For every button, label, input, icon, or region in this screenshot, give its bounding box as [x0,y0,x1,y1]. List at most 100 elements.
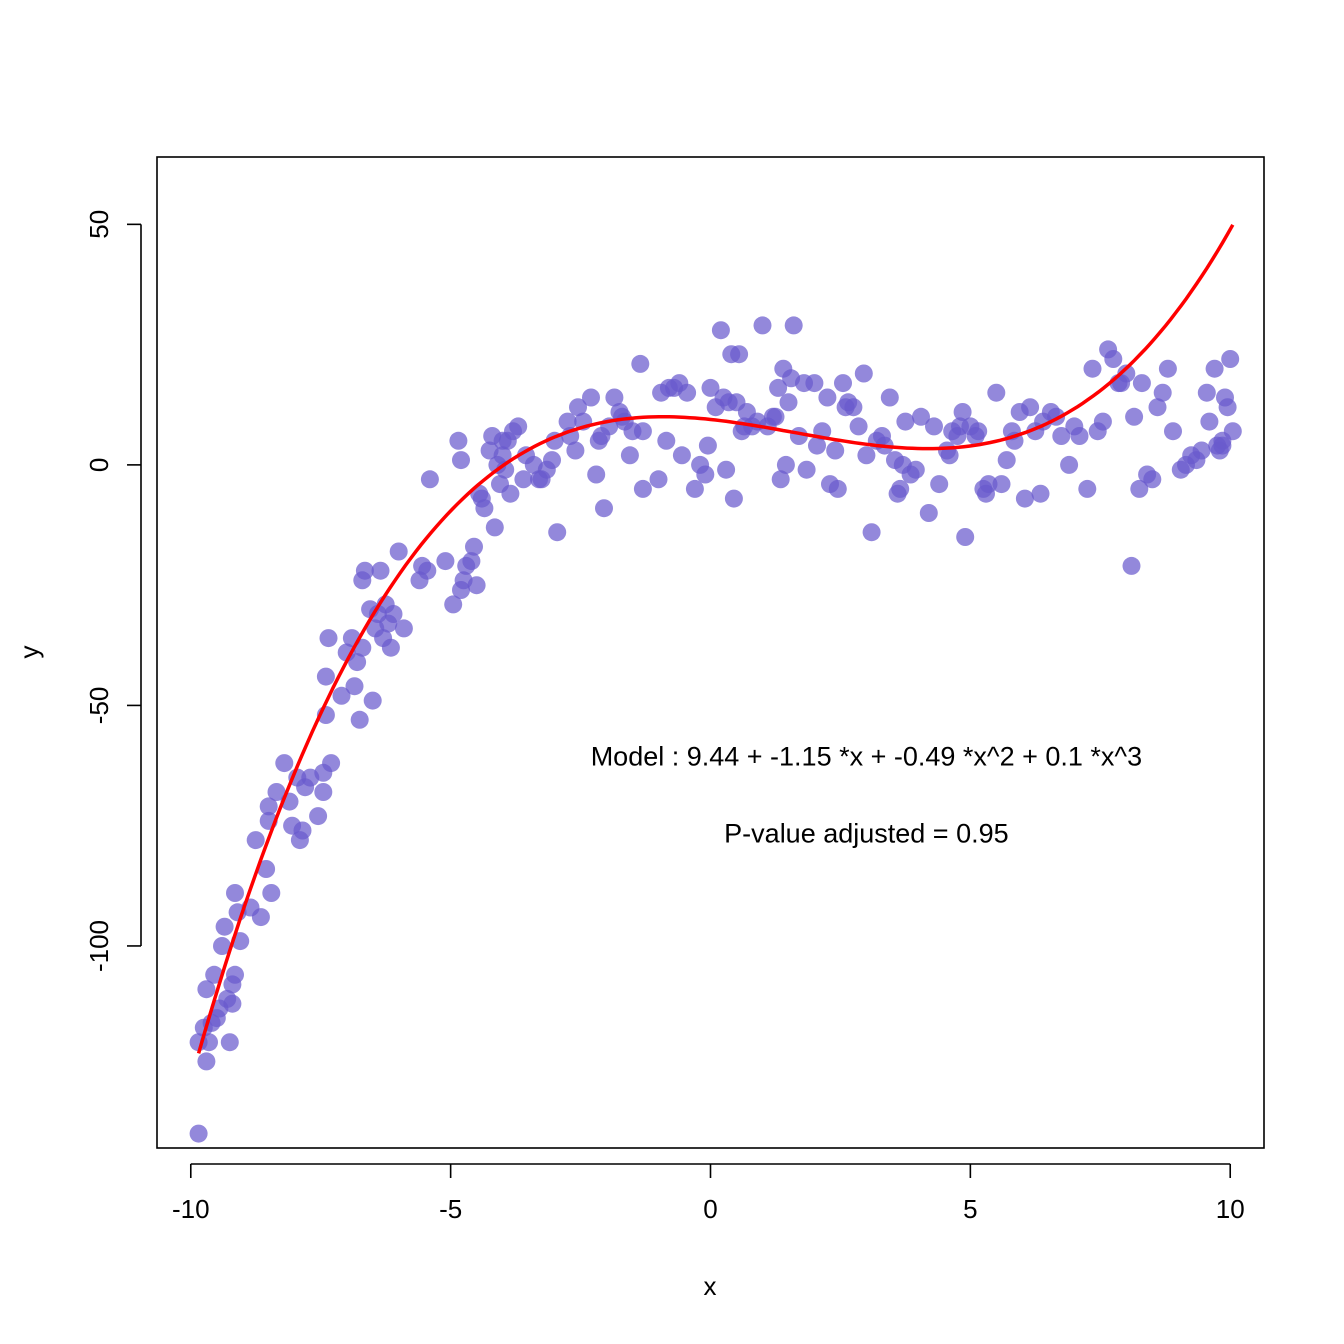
y-tick-label: 50 [84,210,114,239]
data-point [1192,441,1211,460]
x-tick-label: 5 [963,1194,977,1224]
data-point [1221,350,1240,368]
data-point [631,354,650,373]
data-point [701,378,720,397]
y-tick-label: 0 [84,458,114,472]
x-tick-label: -10 [172,1194,210,1224]
data-point [381,638,400,657]
data-point [854,364,873,383]
data-point [779,393,798,412]
data-point [711,321,730,340]
data-point [730,345,749,364]
data-point [1130,479,1149,498]
data-point [1031,484,1050,503]
data-point [685,479,704,498]
data-point [449,431,468,450]
data-point [1052,427,1071,445]
data-point [891,479,910,498]
data-point [997,451,1016,470]
data-point [452,451,470,470]
data-point [332,686,351,705]
data-point [649,470,668,489]
data-point [896,412,915,431]
data-point [969,422,988,441]
data-point [930,475,949,494]
data-point [717,460,736,479]
x-axis-title: x [704,1271,717,1301]
data-point [1223,422,1242,441]
data-point [462,552,481,571]
data-point [771,470,790,489]
data-point [384,605,403,623]
data-point [1143,470,1162,489]
data-point [558,412,577,431]
data-point [394,619,413,638]
data-point [620,446,639,465]
data-point [257,860,276,878]
data-point [444,595,463,614]
data-point [1125,407,1144,426]
data-point [569,398,587,417]
data-point [906,460,925,479]
points-layer [189,316,1242,1143]
data-point [1070,427,1089,445]
data-point [1093,412,1112,431]
model-equation-label: Model : 9.44 + -1.15 *x + -0.49 *x^2 + 0… [591,742,1142,772]
data-point [769,378,788,397]
data-point [805,374,824,393]
data-point [467,576,486,595]
data-point [475,499,494,518]
data-point [1213,436,1232,455]
data-point [1197,383,1216,402]
data-point [808,436,826,455]
data-point [953,403,972,421]
data-point [633,422,652,441]
data-point [355,561,374,580]
data-point [919,504,938,522]
data-point [828,479,847,498]
data-point [587,465,606,484]
data-point [371,561,390,580]
data-point [259,797,278,816]
x-axis: -10 -5 0 5 10 [172,1163,1245,1224]
data-point [226,884,244,902]
data-point [213,937,231,955]
data-point [220,1033,239,1052]
data-point [766,407,785,426]
data-point [1164,422,1182,441]
y-tick-label: -100 [84,920,114,972]
data-point [818,388,837,407]
data-point [251,908,270,927]
data-point [605,388,624,407]
data-point [678,383,697,402]
data-point [880,388,899,407]
p-value-label: P-value adjusted = 0.95 [724,819,1008,849]
data-point [1218,398,1237,417]
data-point [350,710,369,729]
data-point [465,537,483,556]
data-point [514,470,533,489]
data-point [197,1052,216,1071]
data-point [493,446,512,465]
data-point [197,980,216,999]
data-point [776,455,795,474]
data-point [582,388,600,407]
data-point [1153,383,1172,402]
data-point [797,460,816,479]
data-point [566,441,585,460]
data-point [246,831,265,850]
data-point [1200,412,1219,431]
data-point [1060,455,1079,474]
data-point [293,821,312,840]
x-tick-label: -5 [439,1194,462,1224]
data-point [992,475,1011,494]
data-point [309,807,328,826]
data-point [1122,556,1141,575]
data-point [215,917,234,936]
data-point [1083,359,1102,378]
data-point [420,470,439,489]
data-point [226,965,244,984]
data-point [322,754,341,773]
